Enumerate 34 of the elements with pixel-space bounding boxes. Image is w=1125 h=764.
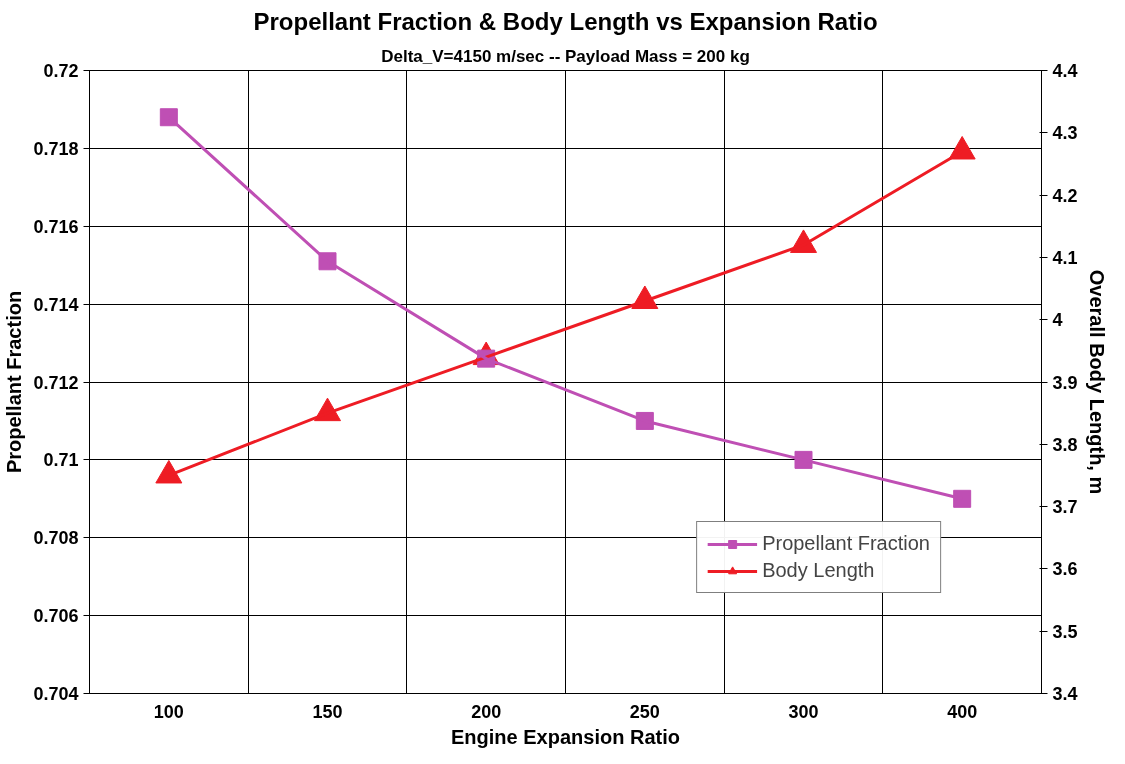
y-tick-label: 0.712 bbox=[33, 372, 79, 393]
y-tick-label: 0.708 bbox=[33, 528, 79, 549]
x-tick-label: 100 bbox=[153, 701, 184, 722]
y2-tick-label: 4.3 bbox=[1052, 123, 1078, 144]
y-tick-label: 0.72 bbox=[43, 61, 79, 81]
y2-tick-label: 4.4 bbox=[1052, 61, 1078, 81]
x-tick-label: 150 bbox=[312, 701, 343, 722]
legend-label: Body Length bbox=[762, 559, 875, 582]
y-tick-label: 0.716 bbox=[33, 216, 79, 237]
point bbox=[953, 489, 972, 508]
chart-title: Propellant Fraction & Body Length vs Expansion Ratio bbox=[253, 7, 878, 35]
y2-tick-label: 4 bbox=[1052, 310, 1063, 331]
y2-tick-label: 3.5 bbox=[1052, 621, 1078, 642]
y-tick-label: 0.714 bbox=[33, 294, 79, 315]
y2-tick-label: 3.8 bbox=[1052, 434, 1078, 455]
y2-tick-label: 3.4 bbox=[1052, 684, 1078, 704]
y2-tick-label: 4.2 bbox=[1052, 185, 1078, 206]
y-tick-label: 0.704 bbox=[33, 684, 79, 704]
x-tick-label: 400 bbox=[947, 701, 978, 722]
y2-tick-label: 4.1 bbox=[1052, 247, 1078, 268]
y-tick-label: 0.718 bbox=[33, 138, 79, 159]
x-tick-label: 200 bbox=[471, 701, 502, 722]
y2-tick-label: 3.7 bbox=[1052, 497, 1078, 518]
y2-tick-label: 3.9 bbox=[1052, 372, 1078, 393]
y2-tick-label: 3.6 bbox=[1052, 559, 1078, 580]
x-tick-label: 300 bbox=[788, 701, 819, 722]
y-tick-label: 0.71 bbox=[43, 450, 79, 471]
y2-axis-title: Overall Body Length, m bbox=[1085, 269, 1108, 495]
y-axis-title: Propellant Fraction bbox=[3, 290, 26, 474]
chart-subtitle: Delta_V=4150 m/sec -- Payload Mass = 200 kg bbox=[381, 46, 750, 66]
legend-label: Propellant Fraction bbox=[762, 532, 930, 555]
x-tick-label: 250 bbox=[629, 701, 660, 722]
y-tick-label: 0.706 bbox=[33, 606, 79, 627]
x-axis-title: Engine Expansion Ratio bbox=[451, 725, 680, 748]
